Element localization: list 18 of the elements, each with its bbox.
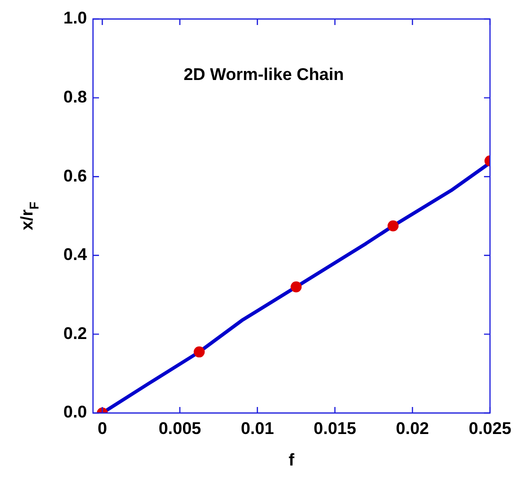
- point: [388, 220, 399, 232]
- point: [194, 346, 205, 358]
- annotation: 2D Worm-like Chain: [184, 65, 344, 84]
- x-axis-title: f: [288, 450, 295, 470]
- x-tick-label: 0.01: [240, 418, 274, 438]
- point: [290, 281, 302, 292]
- x-tick-label: 0.02: [396, 418, 430, 438]
- y-tick-label: 0.2: [63, 324, 87, 343]
- y-tick-label: 0.6: [63, 166, 87, 186]
- y-tick-label: 0.8: [63, 87, 87, 106]
- x-tick-label: 0: [98, 418, 108, 438]
- y-tick-label: 1.0: [63, 8, 87, 28]
- y-tick-label: 0.0: [63, 402, 87, 422]
- y-axis-title: x/rF: [18, 201, 42, 230]
- y-tick-label: 0.4: [63, 245, 88, 264]
- x-tick-label: 0.025: [468, 418, 512, 438]
- x-tick-label: 0.005: [158, 418, 202, 438]
- x-tick-label: 0.015: [314, 418, 356, 438]
